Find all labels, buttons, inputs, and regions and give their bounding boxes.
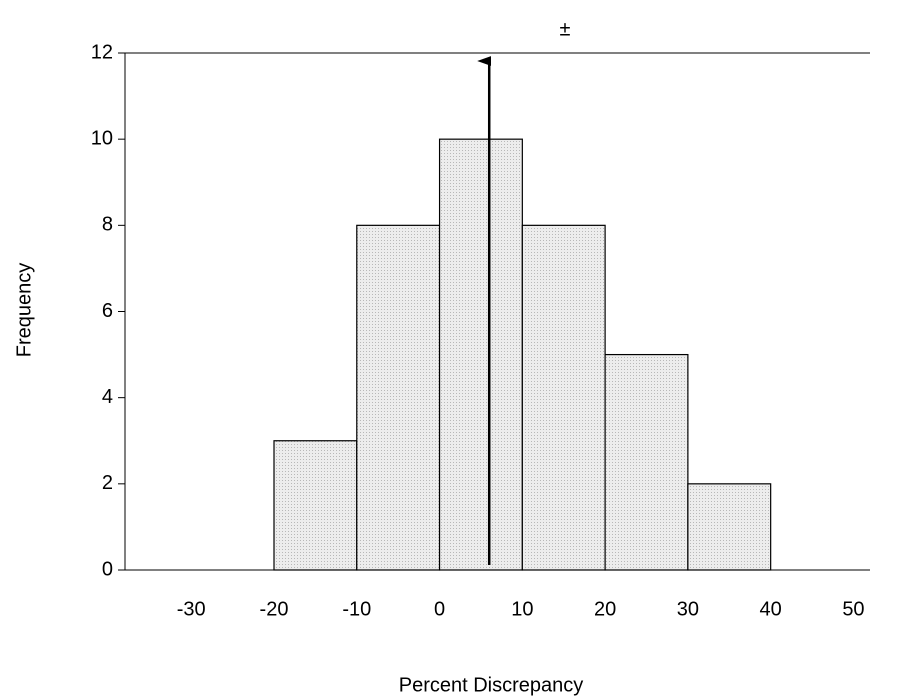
x-tick-label: 10 <box>511 598 533 620</box>
y-tick-label: 12 <box>91 41 113 63</box>
y-axis-label: Frequency <box>13 263 35 358</box>
bar <box>687 483 772 571</box>
x-tick-label: 30 <box>677 598 699 620</box>
bar <box>604 353 689 571</box>
y-tick-label: 8 <box>102 214 113 236</box>
y-tick-label: 6 <box>102 300 113 322</box>
y-tick-label: 4 <box>102 386 113 408</box>
x-tick-label: 0 <box>434 598 445 620</box>
x-tick-label: -10 <box>342 598 371 620</box>
bar <box>521 224 606 571</box>
y-tick-label: 10 <box>91 127 113 149</box>
y-tick-label: 0 <box>102 558 113 580</box>
x-tick-label: -30 <box>177 598 206 620</box>
x-tick-label: 40 <box>760 598 782 620</box>
y-tick-label: 2 <box>102 472 113 494</box>
x-axis-label: Percent Discrepancy <box>399 674 584 696</box>
x-tick-label: -20 <box>260 598 289 620</box>
bar <box>438 138 523 571</box>
bar <box>273 440 358 571</box>
bar <box>356 224 441 571</box>
annotation: ± <box>560 18 571 40</box>
x-tick-label: 20 <box>594 598 616 620</box>
x-tick-label: 50 <box>842 598 864 620</box>
